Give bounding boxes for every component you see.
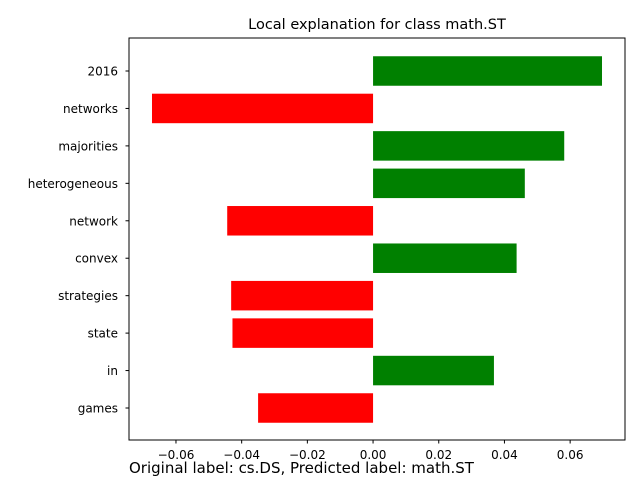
x-tick-label: 0.02 [425, 448, 452, 462]
y-tick-label: games [78, 402, 118, 416]
y-tick-label: majorities [58, 139, 118, 153]
x-tick-label: −0.04 [223, 448, 260, 462]
y-tick-label: strategies [58, 289, 118, 303]
x-tick-label: 0.06 [557, 448, 584, 462]
bar-majorities [373, 131, 565, 161]
plot-frame [128, 37, 626, 441]
prediction-caption: Original label: cs.DS, Predicted label: … [129, 459, 474, 477]
y-tick-label: 2016 [87, 65, 118, 79]
y-tick-label: network [69, 214, 118, 228]
bar-network [227, 206, 374, 236]
y-tick-label: in [107, 364, 118, 378]
x-axis-ticks: −0.06 −0.04 −0.02 0.00 0.02 0.04 0.06 [158, 440, 584, 462]
bar-games [258, 393, 374, 423]
bar-convex [373, 243, 517, 273]
y-tick-label: convex [75, 252, 118, 266]
bar-in [373, 355, 494, 386]
chart-title: Local explanation for class math.ST [248, 17, 506, 33]
y-axis-ticks: 2016 networks majorities heterogeneous netwo… [28, 65, 129, 416]
x-tick-label: −0.02 [289, 448, 326, 462]
bar-networks [151, 93, 374, 124]
bar-2016 [373, 56, 603, 86]
x-tick-label: 0.04 [491, 448, 518, 462]
y-tick-label: heterogeneous [28, 177, 118, 191]
bars-group [151, 56, 603, 423]
y-tick-label: networks [63, 102, 118, 116]
x-tick-label: 0.00 [360, 448, 387, 462]
bar-heterogeneous [373, 168, 525, 199]
y-tick-label: state [88, 327, 118, 341]
x-tick-label: −0.06 [158, 448, 195, 462]
bar-strategies [231, 280, 374, 311]
bar-state [232, 318, 374, 348]
